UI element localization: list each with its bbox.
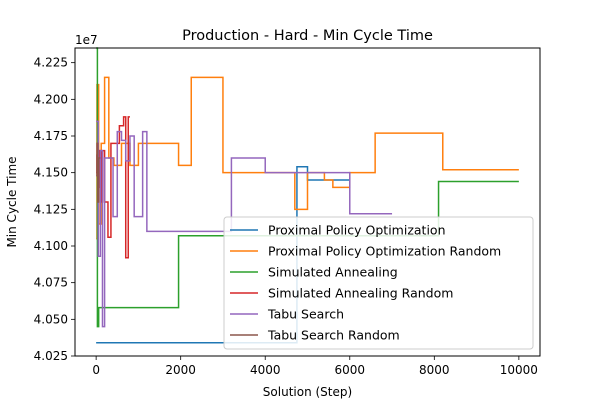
y-tick-label: 4.150 bbox=[34, 166, 68, 180]
chart-title: Production - Hard - Min Cycle Time bbox=[182, 28, 433, 44]
series-line-1 bbox=[96, 76, 519, 240]
y-tick-label: 4.175 bbox=[34, 129, 68, 143]
legend-label-2: Simulated Annealing bbox=[268, 265, 398, 280]
y-axis-label: Min Cycle Time bbox=[5, 156, 19, 247]
plot-frame bbox=[74, 47, 541, 357]
legend-label-4: Tabu Search bbox=[267, 307, 344, 322]
y-tick-label: 4.100 bbox=[34, 239, 68, 253]
x-tick-label: 2000 bbox=[165, 363, 196, 377]
y-tick-label: 4.200 bbox=[34, 92, 68, 106]
y-tick-label: 4.225 bbox=[34, 56, 68, 70]
y-axis-ticks: 4.025 4.050 4.075 4.100 4.125 4.150 4.175 4.200… bbox=[34, 56, 75, 363]
x-tick-label: 6000 bbox=[334, 363, 365, 377]
series-line-4 bbox=[96, 120, 393, 328]
legend-label-5: Tabu Search Random bbox=[267, 328, 400, 343]
y-tick-label: 4.125 bbox=[34, 202, 68, 216]
x-tick-label: 0 bbox=[92, 363, 100, 377]
legend-box bbox=[223, 216, 534, 350]
x-tick-label: 4000 bbox=[250, 363, 281, 377]
y-tick-label: 4.075 bbox=[34, 276, 68, 290]
x-axis-ticks: 0 2000 4000 6000 8000 10000 bbox=[92, 356, 538, 377]
legend-label-0: Proximal Policy Optimization bbox=[268, 223, 446, 238]
series-line-5 bbox=[96, 142, 101, 203]
y-axis-offset-label: 1e7 bbox=[75, 33, 98, 47]
x-tick-label: 8000 bbox=[419, 363, 450, 377]
x-axis-label: Solution (Step) bbox=[263, 385, 352, 399]
y-tick-label: 4.050 bbox=[34, 312, 68, 326]
legend: Proximal Policy Optimization Proximal Pol… bbox=[223, 216, 534, 350]
y-tick-label: 4.025 bbox=[34, 349, 68, 363]
x-tick-label: 10000 bbox=[500, 363, 538, 377]
legend-label-3: Simulated Annealing Random bbox=[268, 286, 453, 301]
legend-label-1: Proximal Policy Optimization Random bbox=[268, 244, 501, 259]
